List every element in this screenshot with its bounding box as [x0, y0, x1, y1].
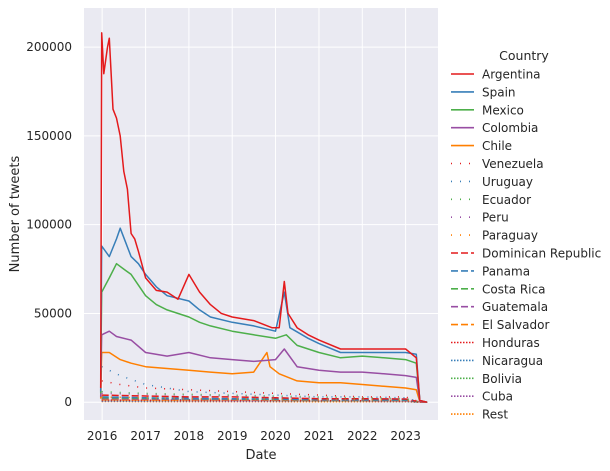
legend: Country Argentina Spain Mexico Colombia Chil… — [451, 48, 601, 422]
legend-entry: Argentina — [482, 68, 541, 82]
legend-entry: Spain — [482, 85, 516, 99]
plot-background — [84, 8, 438, 420]
legend-entry: Cuba — [482, 390, 513, 404]
x-tick-label: 2021 — [304, 429, 335, 443]
legend-entry: Paraguay — [482, 229, 538, 243]
x-tick-label: 2019 — [217, 429, 248, 443]
x-tick-label: 2020 — [260, 429, 291, 443]
series-layer — [99, 32, 428, 403]
legend-entry: Costa Rica — [482, 282, 545, 296]
x-tick-label: 2023 — [390, 429, 421, 443]
legend-entry: Venezuela — [482, 157, 544, 171]
x-axis-label: Date — [245, 448, 276, 463]
legend-entry: El Salvador — [482, 318, 549, 332]
series-line-mexico — [99, 262, 428, 403]
legend-entry: Honduras — [482, 336, 540, 350]
y-tick-label: 200000 — [26, 40, 72, 54]
x-tick-label: 2017 — [130, 429, 161, 443]
legend-entry: Colombia — [482, 121, 538, 135]
y-tick-label: 150000 — [26, 129, 72, 143]
x-tick-label: 2016 — [87, 429, 118, 443]
legend-entry: Peru — [482, 211, 509, 225]
legend-entry: Rest — [482, 408, 508, 422]
legend-entry: Bolivia — [482, 372, 522, 386]
series-line-chile — [99, 351, 428, 403]
x-tick-label: 2022 — [347, 429, 378, 443]
axis-ticks: 0 50000 100000 150000 200000 2016 2017 2018 2019… — [26, 40, 421, 443]
legend-entry: Dominican Republic — [482, 247, 601, 261]
y-tick-label: 50000 — [34, 306, 72, 320]
grid-lines — [84, 8, 438, 420]
y-tick-label: 100000 — [26, 218, 72, 232]
x-tick-label: 2018 — [174, 429, 205, 443]
y-tick-label: 0 — [64, 395, 72, 409]
legend-entry: Nicaragua — [482, 354, 543, 368]
legend-entry: Chile — [482, 139, 512, 153]
legend-entry: Guatemala — [482, 300, 548, 314]
series-line-spain — [99, 227, 428, 403]
legend-title: Country — [499, 48, 549, 63]
legend-entry: Uruguay — [482, 175, 533, 189]
legend-entry: Mexico — [482, 103, 524, 117]
y-axis-label: Number of tweets — [8, 155, 23, 272]
series-line-colombia — [99, 330, 428, 403]
legend-entry: Ecuador — [482, 193, 531, 207]
series-line-argentina — [99, 32, 428, 403]
legend-entry: Panama — [482, 264, 530, 278]
